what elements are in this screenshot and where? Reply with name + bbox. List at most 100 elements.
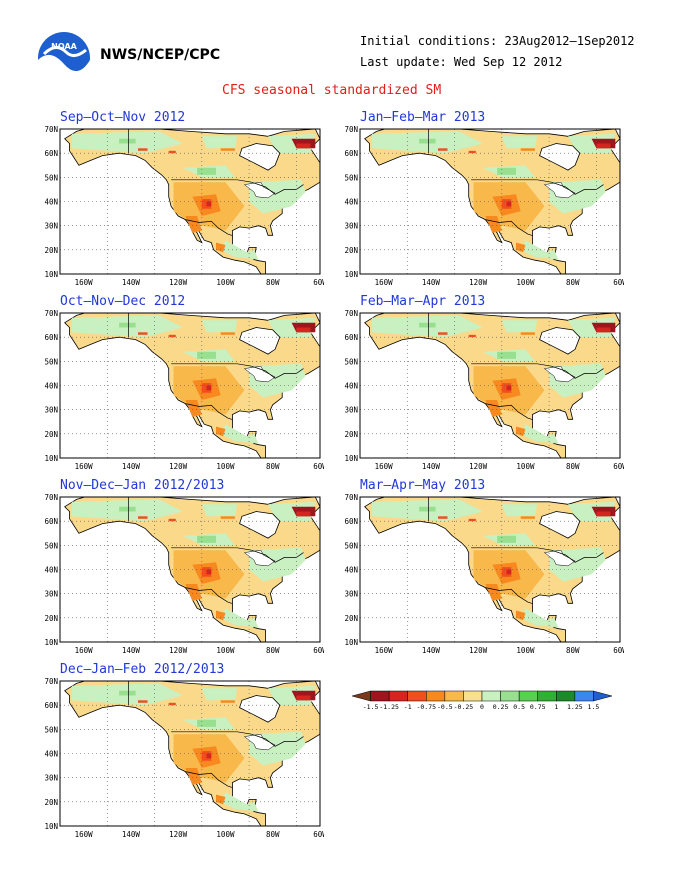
lon-label: 100W <box>516 462 535 471</box>
map-panel: 70N 60N 50N 40N 30N 20N 10N 160W 140W 120W 100W 80W… <box>330 492 627 665</box>
anomaly-patch <box>468 518 476 522</box>
anomaly-patch <box>197 535 216 543</box>
lat-label: 10N <box>344 638 358 647</box>
legend-swatch <box>593 690 613 702</box>
lat-label: 60N <box>344 333 358 342</box>
lat-label: 50N <box>344 541 358 550</box>
lat-label: 30N <box>344 590 358 599</box>
anomaly-patch <box>220 516 235 519</box>
lat-label: 10N <box>344 270 358 279</box>
anomaly-patch <box>296 511 311 517</box>
legend-label: 1 <box>554 703 558 711</box>
lon-label: 60W <box>313 278 324 287</box>
anomaly-patch <box>468 150 476 154</box>
great-lakes <box>243 181 276 199</box>
anomaly-patch <box>516 242 526 253</box>
lon-label: 140W <box>122 278 141 287</box>
anomaly-patch <box>220 240 259 260</box>
lat-label: 70N <box>344 309 358 318</box>
anomaly-patch <box>220 608 259 628</box>
anomaly-patch <box>206 385 212 391</box>
anomaly-patch <box>201 136 238 149</box>
color-legend: -1.5 -1.25 -1 -0.75 -0.5 -0.25 0 0.25 0.5 0.75 1 1.… <box>351 688 632 716</box>
great-lakes <box>243 365 276 383</box>
legend-swatch <box>426 690 446 702</box>
map-frame <box>59 128 321 275</box>
lon-label: 160W <box>75 462 94 471</box>
anomaly-patch <box>168 150 176 154</box>
border-line <box>171 731 304 747</box>
lon-label: 60W <box>313 646 324 655</box>
lat-label: 60N <box>44 149 58 158</box>
lat-label: 10N <box>44 822 58 831</box>
lat-label: 50N <box>44 173 58 182</box>
lat-label: 40N <box>44 382 58 391</box>
anomaly-patch <box>506 569 512 575</box>
mexico-border <box>185 403 233 420</box>
anomaly-patch <box>206 201 212 207</box>
lat-label: 60N <box>44 517 58 526</box>
mexico-border <box>485 219 533 236</box>
panel-title: Oct–Nov–Dec 2012 <box>60 294 186 309</box>
great-lakes <box>543 181 576 199</box>
anomaly-patch <box>168 334 176 338</box>
lat-label: 10N <box>44 270 58 279</box>
panel-title: Sep–Oct–Nov 2012 <box>60 110 186 125</box>
lon-label: 120W <box>469 462 488 471</box>
lat-label: 50N <box>44 541 58 550</box>
lon-label: 100W <box>216 646 235 655</box>
anomaly-patch <box>438 516 448 519</box>
lon-label: 100W <box>216 462 235 471</box>
anomaly-patch <box>419 506 436 512</box>
lat-label: 20N <box>44 430 58 439</box>
lat-label: 30N <box>344 222 358 231</box>
lon-label: 80W <box>266 830 280 839</box>
lat-label: 50N <box>44 725 58 734</box>
anomaly-patch <box>497 167 516 175</box>
greenland <box>619 129 620 149</box>
greenland <box>319 681 320 701</box>
lat-label: 10N <box>44 454 58 463</box>
anomaly-patch <box>520 516 535 519</box>
anomaly-patch <box>419 322 436 328</box>
greenland <box>619 313 620 333</box>
anomaly-patch <box>268 133 316 154</box>
greenland <box>319 497 320 517</box>
anomaly-patch <box>220 792 259 812</box>
legend-label: -1.25 <box>379 703 399 711</box>
anomaly-patch <box>197 167 216 175</box>
anomaly-patch <box>220 424 259 444</box>
lat-label: 20N <box>44 614 58 623</box>
lat-label: 40N <box>44 750 58 759</box>
lon-label: 100W <box>516 278 535 287</box>
mexico-border <box>485 587 533 604</box>
lon-label: 100W <box>216 830 235 839</box>
noaa-logo: NOAA <box>36 30 92 90</box>
border-line <box>471 179 604 195</box>
border-line <box>471 363 604 379</box>
legend-label: 0.75 <box>530 703 546 711</box>
panel-title: Nov–Dec–Jan 2012/2013 <box>60 478 225 493</box>
lat-label: 70N <box>44 493 58 502</box>
anomaly-patch <box>296 143 311 149</box>
lat-label: 60N <box>344 149 358 158</box>
lon-label: 160W <box>375 278 394 287</box>
anomaly-patch <box>438 148 448 151</box>
legend-swatch <box>537 690 557 702</box>
anomaly-patch <box>119 138 136 144</box>
legend-label: 0.25 <box>493 703 509 711</box>
anomaly-patch <box>138 516 148 519</box>
great-lakes <box>243 549 276 567</box>
lat-label: 50N <box>344 173 358 182</box>
legend-label: -0.5 <box>437 703 453 711</box>
lon-label: 80W <box>266 646 280 655</box>
map-frame <box>359 496 621 643</box>
lon-label: 80W <box>266 278 280 287</box>
lat-label: 40N <box>344 382 358 391</box>
map-svg: 70N 60N 50N 40N 30N 20N 10N 160W 140W 120W 100W 80W… <box>344 309 627 471</box>
initial-conditions: Initial conditions: 23Aug2012–1Sep2012 <box>360 34 635 48</box>
lat-label: 30N <box>344 406 358 415</box>
lon-label: 140W <box>122 462 141 471</box>
lon-label: 100W <box>216 278 235 287</box>
anomaly-patch <box>520 148 535 151</box>
